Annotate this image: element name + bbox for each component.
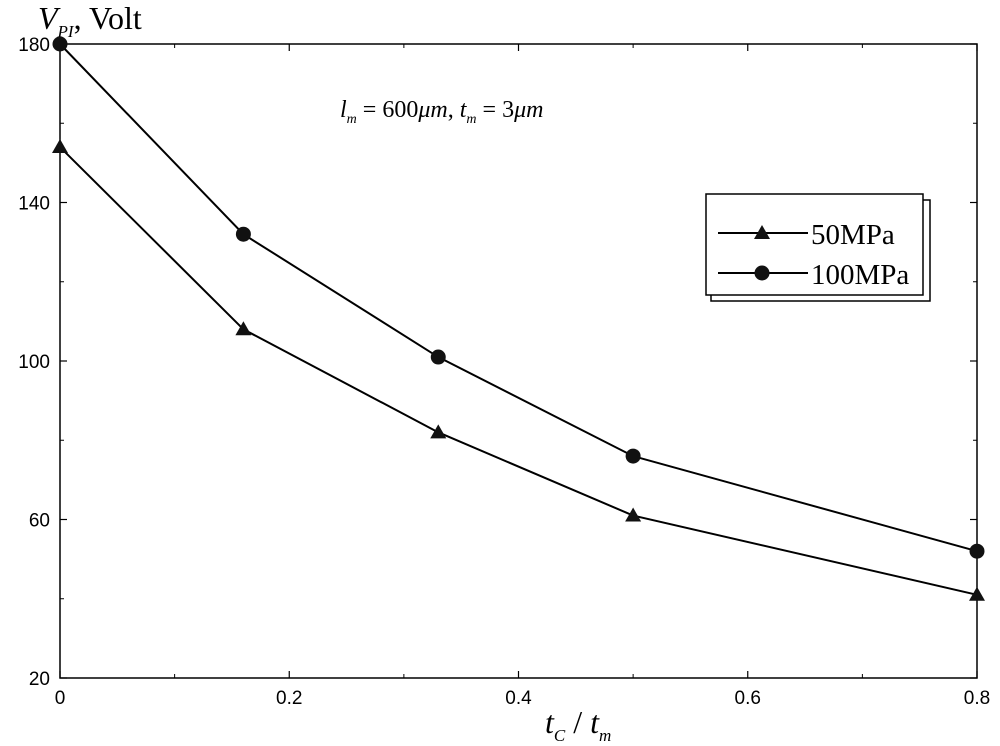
annotation: lm = 600μm, tm = 3μm bbox=[340, 97, 543, 127]
y-tick-label: 100 bbox=[18, 352, 50, 373]
data-point-50mpa bbox=[430, 424, 447, 439]
legend-label-100mpa: 100MPa bbox=[811, 259, 909, 291]
data-point-50mpa bbox=[235, 321, 252, 336]
legend-label-50mpa: 50MPa bbox=[811, 219, 895, 251]
data-point-50mpa bbox=[52, 139, 68, 154]
x-tick-label: 0.2 bbox=[276, 688, 302, 709]
y-tick-label: 140 bbox=[18, 194, 50, 215]
legend-circle-marker bbox=[754, 265, 770, 281]
data-point-50mpa bbox=[625, 507, 642, 522]
data-point-100mpa bbox=[969, 543, 985, 559]
series-group bbox=[52, 36, 985, 601]
plot-frame bbox=[59, 43, 978, 679]
y-tick-label: 60 bbox=[29, 511, 50, 532]
x-axis: 0 0.2 0.4 0.6 0.8 bbox=[55, 44, 990, 709]
data-point-100mpa bbox=[52, 36, 68, 52]
x-tick-label: 0 bbox=[55, 688, 66, 709]
x-tick-label: 0.8 bbox=[964, 688, 990, 709]
legend-box bbox=[705, 193, 924, 296]
x-tick-label: 0.6 bbox=[735, 688, 761, 709]
y-axis: 20 60 100 140 180 bbox=[18, 35, 977, 690]
data-point-50mpa bbox=[969, 586, 985, 601]
data-point-100mpa bbox=[430, 349, 446, 365]
legend: 50MPa 100MPa bbox=[705, 193, 931, 302]
y-tick-label: 20 bbox=[29, 669, 50, 690]
y-axis-label: VPI, Volt bbox=[38, 0, 142, 41]
y-tick-label: 180 bbox=[18, 35, 50, 56]
x-axis-label: tC / tm bbox=[545, 704, 611, 745]
data-point-100mpa bbox=[235, 226, 251, 242]
legend-triangle-marker bbox=[754, 225, 770, 239]
x-tick-label: 0.4 bbox=[505, 688, 532, 709]
data-point-100mpa bbox=[625, 448, 641, 464]
